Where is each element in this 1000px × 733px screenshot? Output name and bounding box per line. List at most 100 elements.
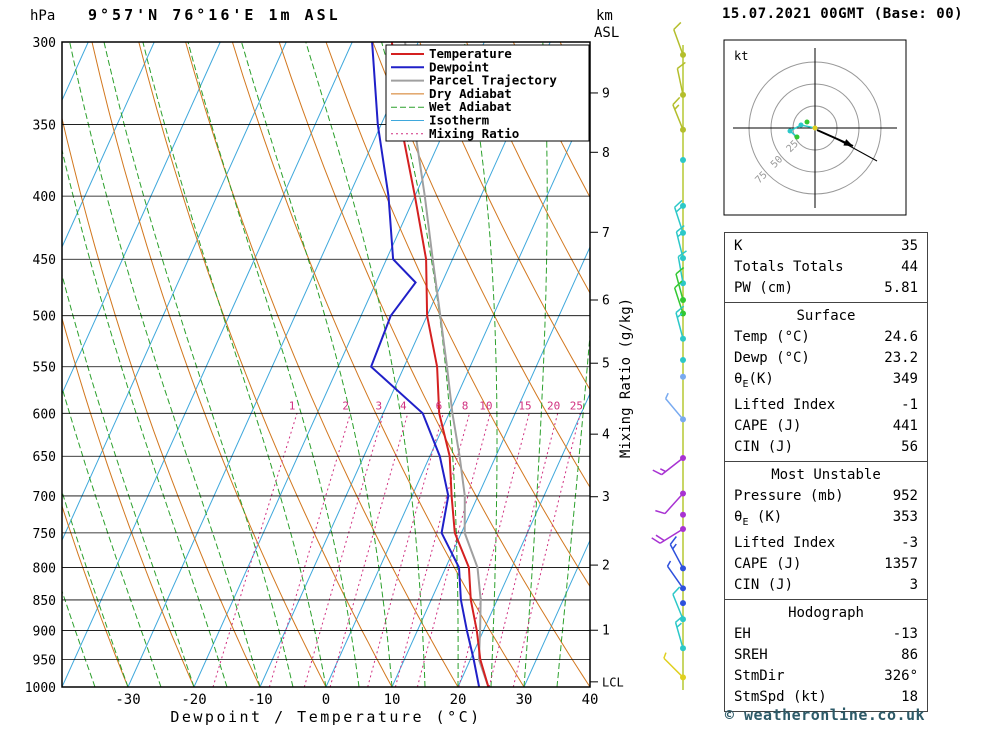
mixing-ratio-label: 4	[400, 399, 407, 412]
mixing-ratio-value-labels: 1 2 3 4 6 8 10 15 20 25	[289, 399, 583, 412]
index-row: EH -13	[725, 624, 927, 645]
index-label: SREH	[734, 646, 768, 663]
indices-section-surface: Surface Temp (°C) 24.6 Dewp (°C) 23.2 θE(K) 34…	[724, 302, 928, 462]
wind-level-dot	[680, 157, 686, 164]
legend-label: Parcel Trajectory	[429, 73, 557, 88]
index-value: 349	[892, 371, 918, 387]
index-value: 86	[901, 646, 918, 663]
km-tick-label: 1	[602, 624, 610, 639]
index-row: PW (cm) 5.81	[725, 278, 927, 299]
pressure-unit-label: hPa	[30, 8, 55, 24]
legend-label: Wet Adiabat	[429, 99, 512, 114]
index-value: 3	[909, 576, 918, 593]
legend-label: Dry Adiabat	[429, 86, 512, 101]
parcel-trajectory-curve	[404, 42, 490, 687]
index-value: 326°	[884, 667, 918, 684]
pressure-tick-label: 750	[33, 527, 56, 542]
wind-barb	[676, 61, 686, 96]
wind-barb	[664, 392, 684, 420]
index-value: -13	[892, 625, 918, 642]
pressure-tick-label: 800	[33, 561, 56, 576]
km-axis-title: ASL	[594, 25, 619, 41]
index-value: 18	[901, 688, 918, 705]
pressure-tick-label: 900	[33, 625, 56, 640]
mixing-ratio-label: 15	[518, 399, 531, 412]
pressure-tick-label: 650	[33, 450, 56, 465]
mixing-ratio-label: 6	[436, 399, 443, 412]
index-value: 44	[901, 259, 918, 275]
wind-level-dot	[680, 91, 686, 98]
hodograph-dot	[812, 125, 818, 131]
index-label: CIN (J)	[734, 438, 794, 455]
temperature-axis-title: Dewpoint / Temperature (°C)	[170, 708, 481, 726]
index-label: K	[734, 238, 743, 254]
hodograph-unit-label: kt	[734, 49, 748, 63]
isotherm-lines	[62, 42, 590, 687]
wind-level-dot	[680, 356, 686, 363]
index-row: Lifted Index -3	[725, 533, 927, 554]
mixing-ratio-label: 2	[342, 399, 349, 412]
index-value: 24.6	[884, 329, 918, 345]
wind-level-dot	[680, 585, 686, 592]
index-row: θE(K) 349	[725, 369, 927, 395]
km-tick-label: 9	[602, 86, 610, 101]
temperature-tick-label: -30	[115, 692, 140, 708]
mixing-ratio-lines	[212, 413, 581, 687]
index-label: StmSpd (kt)	[734, 688, 827, 705]
temperature-tick-label: 10	[384, 692, 401, 708]
wind-level-dot	[680, 310, 686, 317]
wind-level-dot	[680, 126, 686, 133]
axis-labels: hPa3003504004505005506006507007508008509…	[25, 8, 634, 726]
sounding-profiles	[369, 42, 490, 687]
wind-barb	[655, 492, 684, 515]
indices-section-most-unstable: Most Unstable Pressure (mb) 952 θE (K) 353 Li…	[724, 460, 928, 600]
hodograph-trace	[788, 124, 816, 138]
temperature-tick-label: -20	[181, 692, 206, 708]
index-row: StmDir 326°	[725, 666, 927, 687]
wind-level-dot	[680, 511, 686, 518]
pressure-tick-label: 850	[33, 594, 56, 609]
wind-barb	[651, 528, 684, 544]
km-tick-label: LCL	[602, 675, 624, 689]
index-label: CIN (J)	[734, 576, 794, 593]
wind-barb	[672, 96, 684, 131]
pressure-tick-label: 300	[33, 36, 56, 51]
index-row: CAPE (J) 441	[725, 416, 927, 437]
pressure-tick-label: 500	[33, 310, 56, 325]
credit-link[interactable]: © weatheronline.co.uk	[724, 706, 926, 724]
wind-barb	[673, 21, 684, 56]
wind-level-dot	[680, 416, 686, 423]
wind-barb	[674, 615, 684, 649]
legend-label: Temperature	[429, 46, 512, 61]
hodograph-dot	[787, 128, 793, 134]
wind-level-dot	[680, 674, 686, 681]
index-row: θE (K) 353	[725, 507, 927, 533]
temperature-curve	[390, 42, 490, 687]
index-label: CAPE (J)	[734, 417, 802, 434]
pressure-tick-label: 950	[33, 654, 56, 669]
index-label: PW (cm)	[734, 280, 794, 296]
wind-level-dot	[680, 373, 686, 380]
index-row: Lifted Index -1	[725, 395, 927, 416]
index-label: StmDir	[734, 667, 785, 684]
index-value: -1	[901, 396, 918, 413]
km-tick-label: 7	[602, 226, 610, 241]
mixing-ratio-axis-title: Mixing Ratio (g/kg)	[618, 298, 634, 458]
index-value: 353	[892, 508, 918, 525]
wind-level-dot	[680, 335, 686, 342]
temperature-tick-label: 40	[582, 692, 599, 708]
index-row: CIN (J) 3	[725, 575, 927, 596]
wind-level-dot	[680, 255, 686, 262]
hodograph-dot	[794, 134, 800, 140]
km-tick-label: 6	[602, 294, 610, 309]
index-row: CAPE (J) 1357	[725, 554, 927, 575]
wind-level-dot	[680, 645, 686, 652]
wind-barb-column	[651, 21, 687, 690]
temperature-tick-label: 30	[516, 692, 533, 708]
pressure-tick-label: 350	[33, 119, 56, 134]
pressure-tick-label: 450	[33, 253, 56, 268]
wind-level-dot	[680, 202, 686, 209]
pressure-tick-label: 550	[33, 361, 56, 376]
km-axis-title: km	[596, 8, 613, 24]
